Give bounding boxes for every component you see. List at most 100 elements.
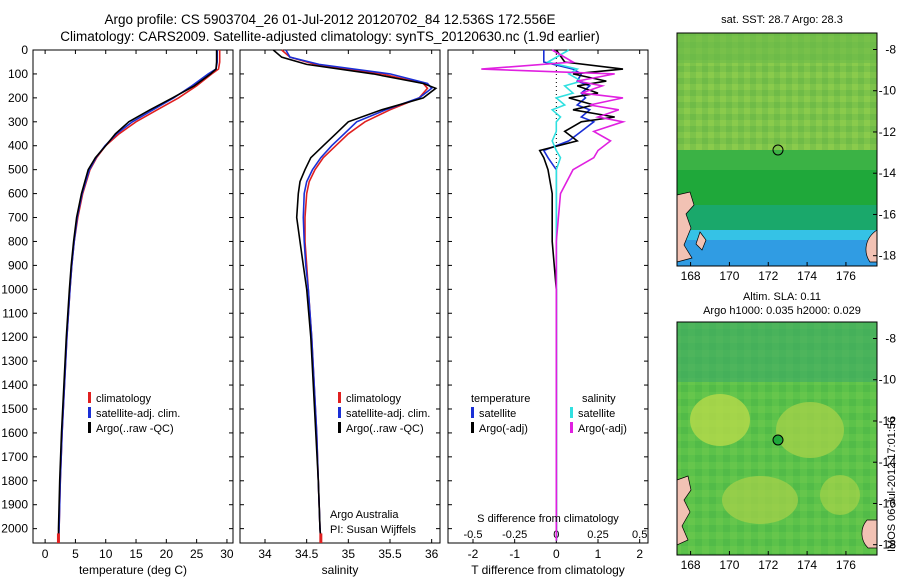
x-axis-label: temperature (deg C) (79, 563, 187, 577)
x-tick-label: 35.5 (378, 547, 402, 561)
y-tick-label: 0 (21, 43, 28, 57)
map-y-tick-label: -16 (879, 496, 897, 510)
title-line-2: Climatology: CARS2009. Satellite-adjuste… (60, 29, 600, 44)
x-tick-label: 25 (190, 547, 204, 561)
series-line (285, 49, 433, 541)
map-x-tick-label: 170 (719, 558, 739, 572)
y-tick-label: 1700 (1, 450, 28, 464)
x-tick-label: -2 (468, 547, 479, 561)
y-tick-label: 1400 (1, 378, 28, 392)
y-tick-label: 1200 (1, 330, 28, 344)
y-tick-label: 800 (8, 234, 28, 248)
temperature-panel: 0100200300400500600700800900100011001200… (1, 43, 234, 577)
s-tick-label: -0.25 (502, 529, 527, 541)
legend-label-sat: satellite-adj. clim. (96, 408, 181, 420)
map-bottom-title-1: Altim. SLA: 0.11 (742, 291, 822, 303)
map-y-tick-label: -12 (879, 414, 897, 428)
legend-label-sat: satellite-adj. clim. (346, 408, 431, 420)
x-tick-label: 20 (160, 547, 174, 561)
x-tick-label: 34.5 (295, 547, 319, 561)
x-tick-label: 0 (42, 547, 49, 561)
map-x-tick-label: 168 (681, 558, 701, 572)
profile-charts: 0100200300400500600700800900100011001200… (1, 43, 649, 577)
map-y-tick-label: -18 (879, 538, 897, 552)
sst-teal-band (677, 205, 877, 233)
legend-label-targo: Argo(-adj) (479, 423, 528, 435)
map-y-tick-label: -8 (885, 42, 896, 56)
y-tick-label: 900 (8, 258, 28, 272)
x-tick-label: -1 (509, 547, 520, 561)
plot-frame (32, 49, 234, 544)
diff-legend-temperature: temperature satellite Argo(-adj) (471, 392, 530, 437)
sst-deep-band (677, 240, 877, 266)
salinity-panel: 34 34.5 35 35.5 36 salinity (239, 49, 441, 577)
legend-swatch-argo (338, 422, 341, 433)
x-tick-label: 10 (99, 547, 113, 561)
legend-title-temperature: temperature (471, 393, 531, 405)
legend-swatch-clim (88, 392, 91, 403)
x-tick-label: 1 (595, 547, 602, 561)
map-bottom-title-2: Argo h1000: 0.035 h2000: 0.029 (703, 305, 861, 317)
x-tick-label: 15 (129, 547, 143, 561)
plot-frame (447, 49, 649, 544)
sla-north-band (677, 322, 877, 382)
sst-north-band (677, 33, 877, 63)
map-panels: 168 170 172 174 176 -8 -10 -12 -14 -16 -18 168 170 17… (676, 32, 897, 572)
map-y-tick-label: -8 (885, 331, 896, 345)
legend-swatch-tsat (471, 407, 474, 418)
legend-label-argo: Argo(..raw -QC) (346, 423, 424, 435)
legend-title-salinity: salinity (582, 393, 616, 405)
sla-high-east (776, 402, 844, 458)
sla-high-se (820, 475, 860, 515)
x-tick-label: 36 (425, 547, 439, 561)
map-x-tick-label: 174 (797, 558, 817, 572)
series-line (272, 49, 438, 541)
x-tick-label: 30 (220, 547, 234, 561)
series-line (538, 49, 624, 541)
y-tick-label: 1000 (1, 282, 28, 296)
sst-transition-band (677, 150, 877, 170)
plot-frame (239, 49, 441, 544)
y-tick-label: 1800 (1, 474, 28, 488)
x-tick-label: 35 (342, 547, 356, 561)
series-line (57, 50, 218, 541)
x-axis-label: salinity (322, 563, 359, 577)
map-x-tick-label: 172 (758, 558, 778, 572)
legend-label-clim: climatology (96, 393, 152, 405)
imos-stamp: IMOS 06-Jul-2012 17:01:56 (886, 417, 898, 552)
y-tick-label: 1100 (2, 306, 28, 320)
x-tick-label: 0 (553, 547, 560, 561)
sla-high-west (690, 394, 750, 446)
legend-swatch-clim (338, 392, 341, 403)
s-tick-label: 0.5 (632, 529, 647, 541)
sla-map (676, 321, 878, 556)
legend-label-tsat: satellite (479, 408, 517, 420)
imos-text: IMOS 06-Jul-2012 17:01:56 (886, 416, 898, 552)
map-x-tick-label: 172 (758, 269, 778, 283)
sst-blue-band (677, 230, 877, 266)
legend-label-sargo: Argo(-adj) (578, 423, 627, 435)
series-line (545, 49, 584, 541)
s-diff-label: S difference from climatology (477, 513, 619, 525)
sst-map (676, 32, 878, 267)
map-y-tick-label: -10 (879, 373, 897, 387)
legend-swatch-ssat (570, 407, 573, 418)
map-y-tick-label: -18 (879, 249, 897, 263)
legend-swatch-sat (338, 407, 341, 418)
difference-panel: -2 -1 0 1 2 T difference from climatology -0.5… (447, 49, 649, 577)
sla-high-south (722, 476, 798, 524)
y-tick-label: 1600 (1, 426, 28, 440)
legend-label-argo: Argo(..raw -QC) (96, 423, 174, 435)
map-x-tick-label: 176 (836, 558, 856, 572)
y-tick-label: 200 (8, 91, 28, 105)
legend-swatch-targo (471, 422, 474, 433)
map-y-tick-label: -10 (879, 84, 897, 98)
argo-position-marker (772, 144, 784, 156)
credit-block: Argo Australia PI: Susan Wijffels (330, 508, 416, 538)
series-line (57, 50, 221, 541)
island-east-b (861, 519, 878, 549)
legend-swatch-argo (88, 422, 91, 433)
map-x-tick-label: 174 (797, 269, 817, 283)
island-small (695, 231, 707, 251)
map-y-tick-label: -14 (879, 166, 897, 180)
